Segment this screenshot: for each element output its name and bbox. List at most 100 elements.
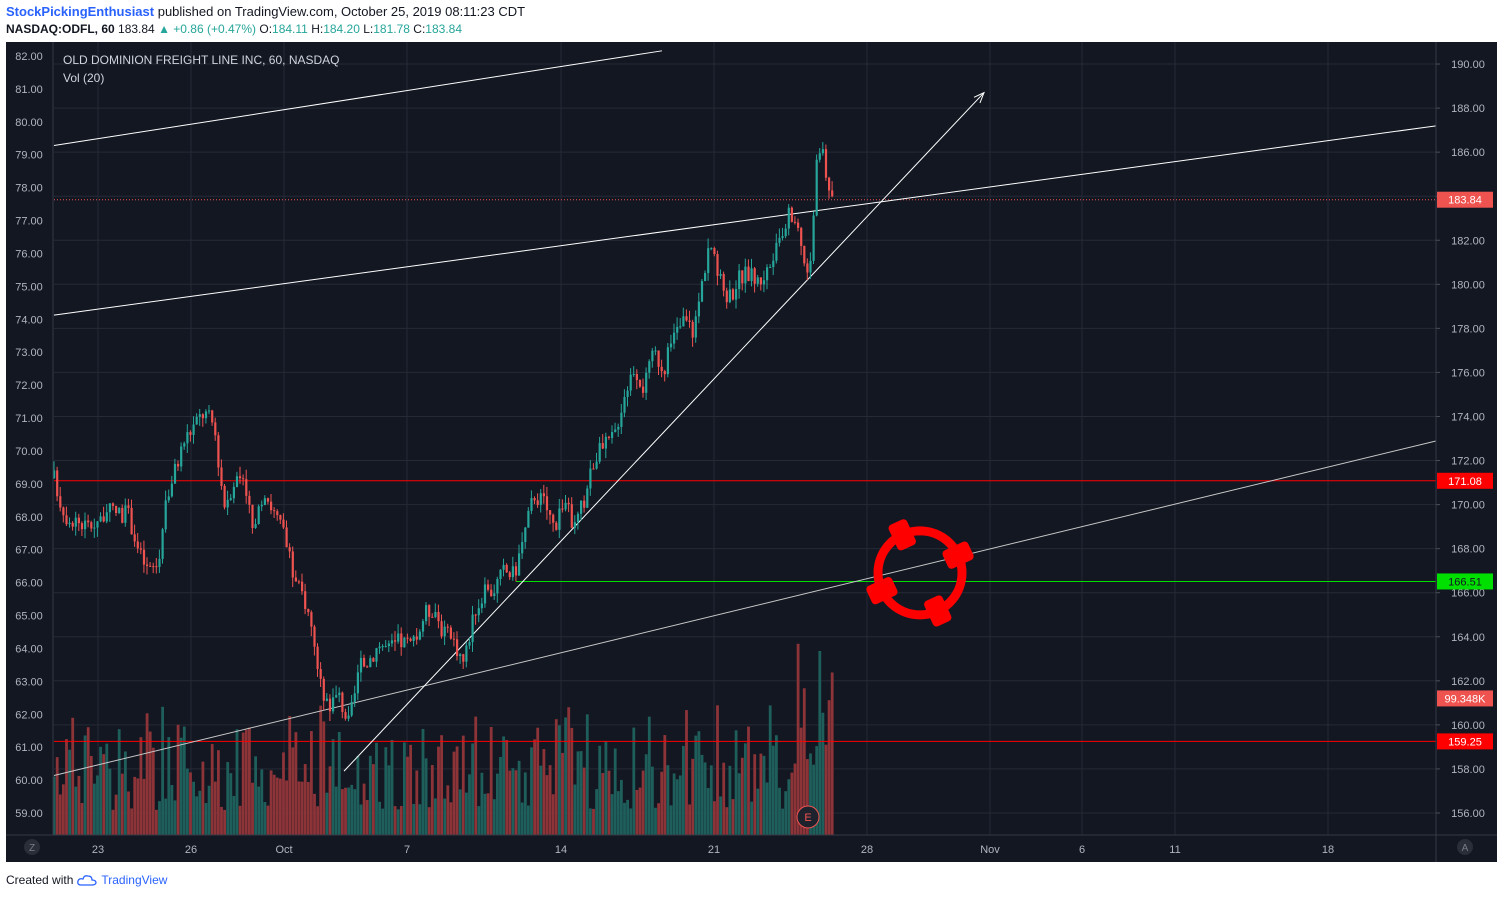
time-tick-label: 14 (555, 844, 567, 856)
right-tick-label: 166.00 (1451, 588, 1485, 600)
author-link[interactable]: StockPickingEnthusiast (6, 4, 155, 19)
volume-bar (344, 787, 347, 835)
candle-body (679, 326, 682, 328)
candle-body (387, 643, 390, 647)
candle-body (570, 504, 573, 528)
left-tick-label: 67.00 (15, 545, 43, 557)
candle-body (583, 500, 586, 508)
candle-body (136, 541, 139, 549)
volume-bar (542, 749, 546, 835)
candle-body (183, 443, 186, 447)
candle-body (611, 431, 614, 438)
candle-body (477, 608, 480, 616)
candle-body (189, 432, 192, 435)
volume-bar (616, 791, 620, 835)
candle-body (555, 522, 558, 530)
price-chart[interactable]: 59.00 60.00 61.00 62.00 63.00 64.00 65.00 66.00… (6, 42, 1497, 862)
candle-body (93, 527, 96, 529)
target-icon (866, 519, 974, 627)
price-label-box (1437, 191, 1493, 208)
volume-bar (337, 731, 341, 835)
volume-bar (632, 727, 636, 835)
volume-bar (62, 784, 65, 835)
auto-scale-button[interactable]: A (1457, 839, 1473, 855)
volume-bar (539, 765, 543, 835)
candle-body (502, 564, 505, 570)
candle-body (592, 468, 595, 470)
volume-bar (471, 743, 474, 835)
candle-body (282, 519, 285, 528)
volume-bar (719, 796, 722, 835)
volume-bar (486, 793, 490, 835)
volume-bar (353, 789, 357, 835)
left-tick-label: 75.00 (15, 281, 43, 293)
volume-bar (179, 737, 183, 835)
volume-bar (68, 749, 71, 835)
candle-body (793, 221, 797, 223)
left-tick-label: 74.00 (15, 314, 43, 326)
volume-bar (229, 773, 233, 835)
candle-body (700, 281, 704, 302)
volume-bar (638, 787, 642, 835)
candle-body (533, 498, 536, 501)
candle-body (676, 326, 679, 333)
volume-bar (582, 767, 586, 835)
candle-body (211, 410, 214, 423)
candle-body (446, 626, 449, 628)
volume-bar (576, 751, 580, 835)
volume-bar (372, 764, 375, 835)
trendline (53, 440, 1438, 777)
right-tick-label: 174.00 (1451, 411, 1485, 423)
volume-bar (341, 789, 344, 835)
candle-body (263, 498, 266, 505)
right-tick-label: 182.00 (1451, 235, 1485, 247)
volume-bar (74, 786, 78, 835)
candle-body (601, 443, 604, 449)
candle-body (62, 507, 65, 516)
left-axis (6, 42, 53, 835)
candle-body (304, 591, 307, 609)
volume-bar (347, 787, 350, 835)
candle-body (325, 698, 328, 701)
candle-body (425, 605, 428, 622)
volume-bar (750, 801, 753, 835)
volume-bar (161, 706, 164, 835)
left-scale-button[interactable]: Z (24, 839, 40, 855)
right-tick-label: 190.00 (1451, 59, 1485, 71)
time-tick-label: Oct (275, 844, 292, 856)
candle-body (71, 522, 74, 527)
volume-bar (108, 768, 112, 835)
candle-body (431, 616, 434, 618)
volume-bar (406, 756, 409, 835)
candle-body (87, 520, 90, 523)
time-axis: 23 26 Oct 7 14 21 28 Nov 6 11 18 (92, 844, 1334, 856)
ohlc-header: NASDAQ:ODFL, 60 183.84 ▲ +0.86 (+0.47%) … (6, 22, 462, 36)
low-label: L: (363, 22, 374, 36)
volume-bar (145, 713, 149, 835)
candle-body (390, 640, 394, 644)
close-label: C: (413, 22, 426, 36)
volume-bar (570, 727, 574, 835)
candle-body (688, 320, 691, 322)
candle-body (276, 511, 279, 516)
volume-bar (316, 806, 319, 835)
tradingview-link[interactable]: TradingView (101, 873, 168, 887)
candle-body (434, 612, 437, 618)
candle-body (338, 692, 341, 696)
candle-body (68, 522, 71, 525)
volume-bar (427, 807, 431, 835)
volume-bar (99, 746, 102, 835)
price-label-text: 99.348K (1445, 693, 1487, 705)
low-value: 181.78 (373, 22, 410, 36)
volume-bar (362, 783, 366, 835)
candle-body (146, 564, 149, 566)
volume-bar (554, 719, 558, 835)
left-scale-label: Z (29, 843, 35, 854)
volume-bar (604, 741, 608, 835)
volume-bar (734, 730, 738, 835)
earnings-marker[interactable]: E (796, 805, 820, 829)
target-notch (888, 519, 916, 551)
candle-body (731, 289, 735, 300)
volume-bar (790, 772, 794, 835)
candle-body (319, 669, 322, 679)
